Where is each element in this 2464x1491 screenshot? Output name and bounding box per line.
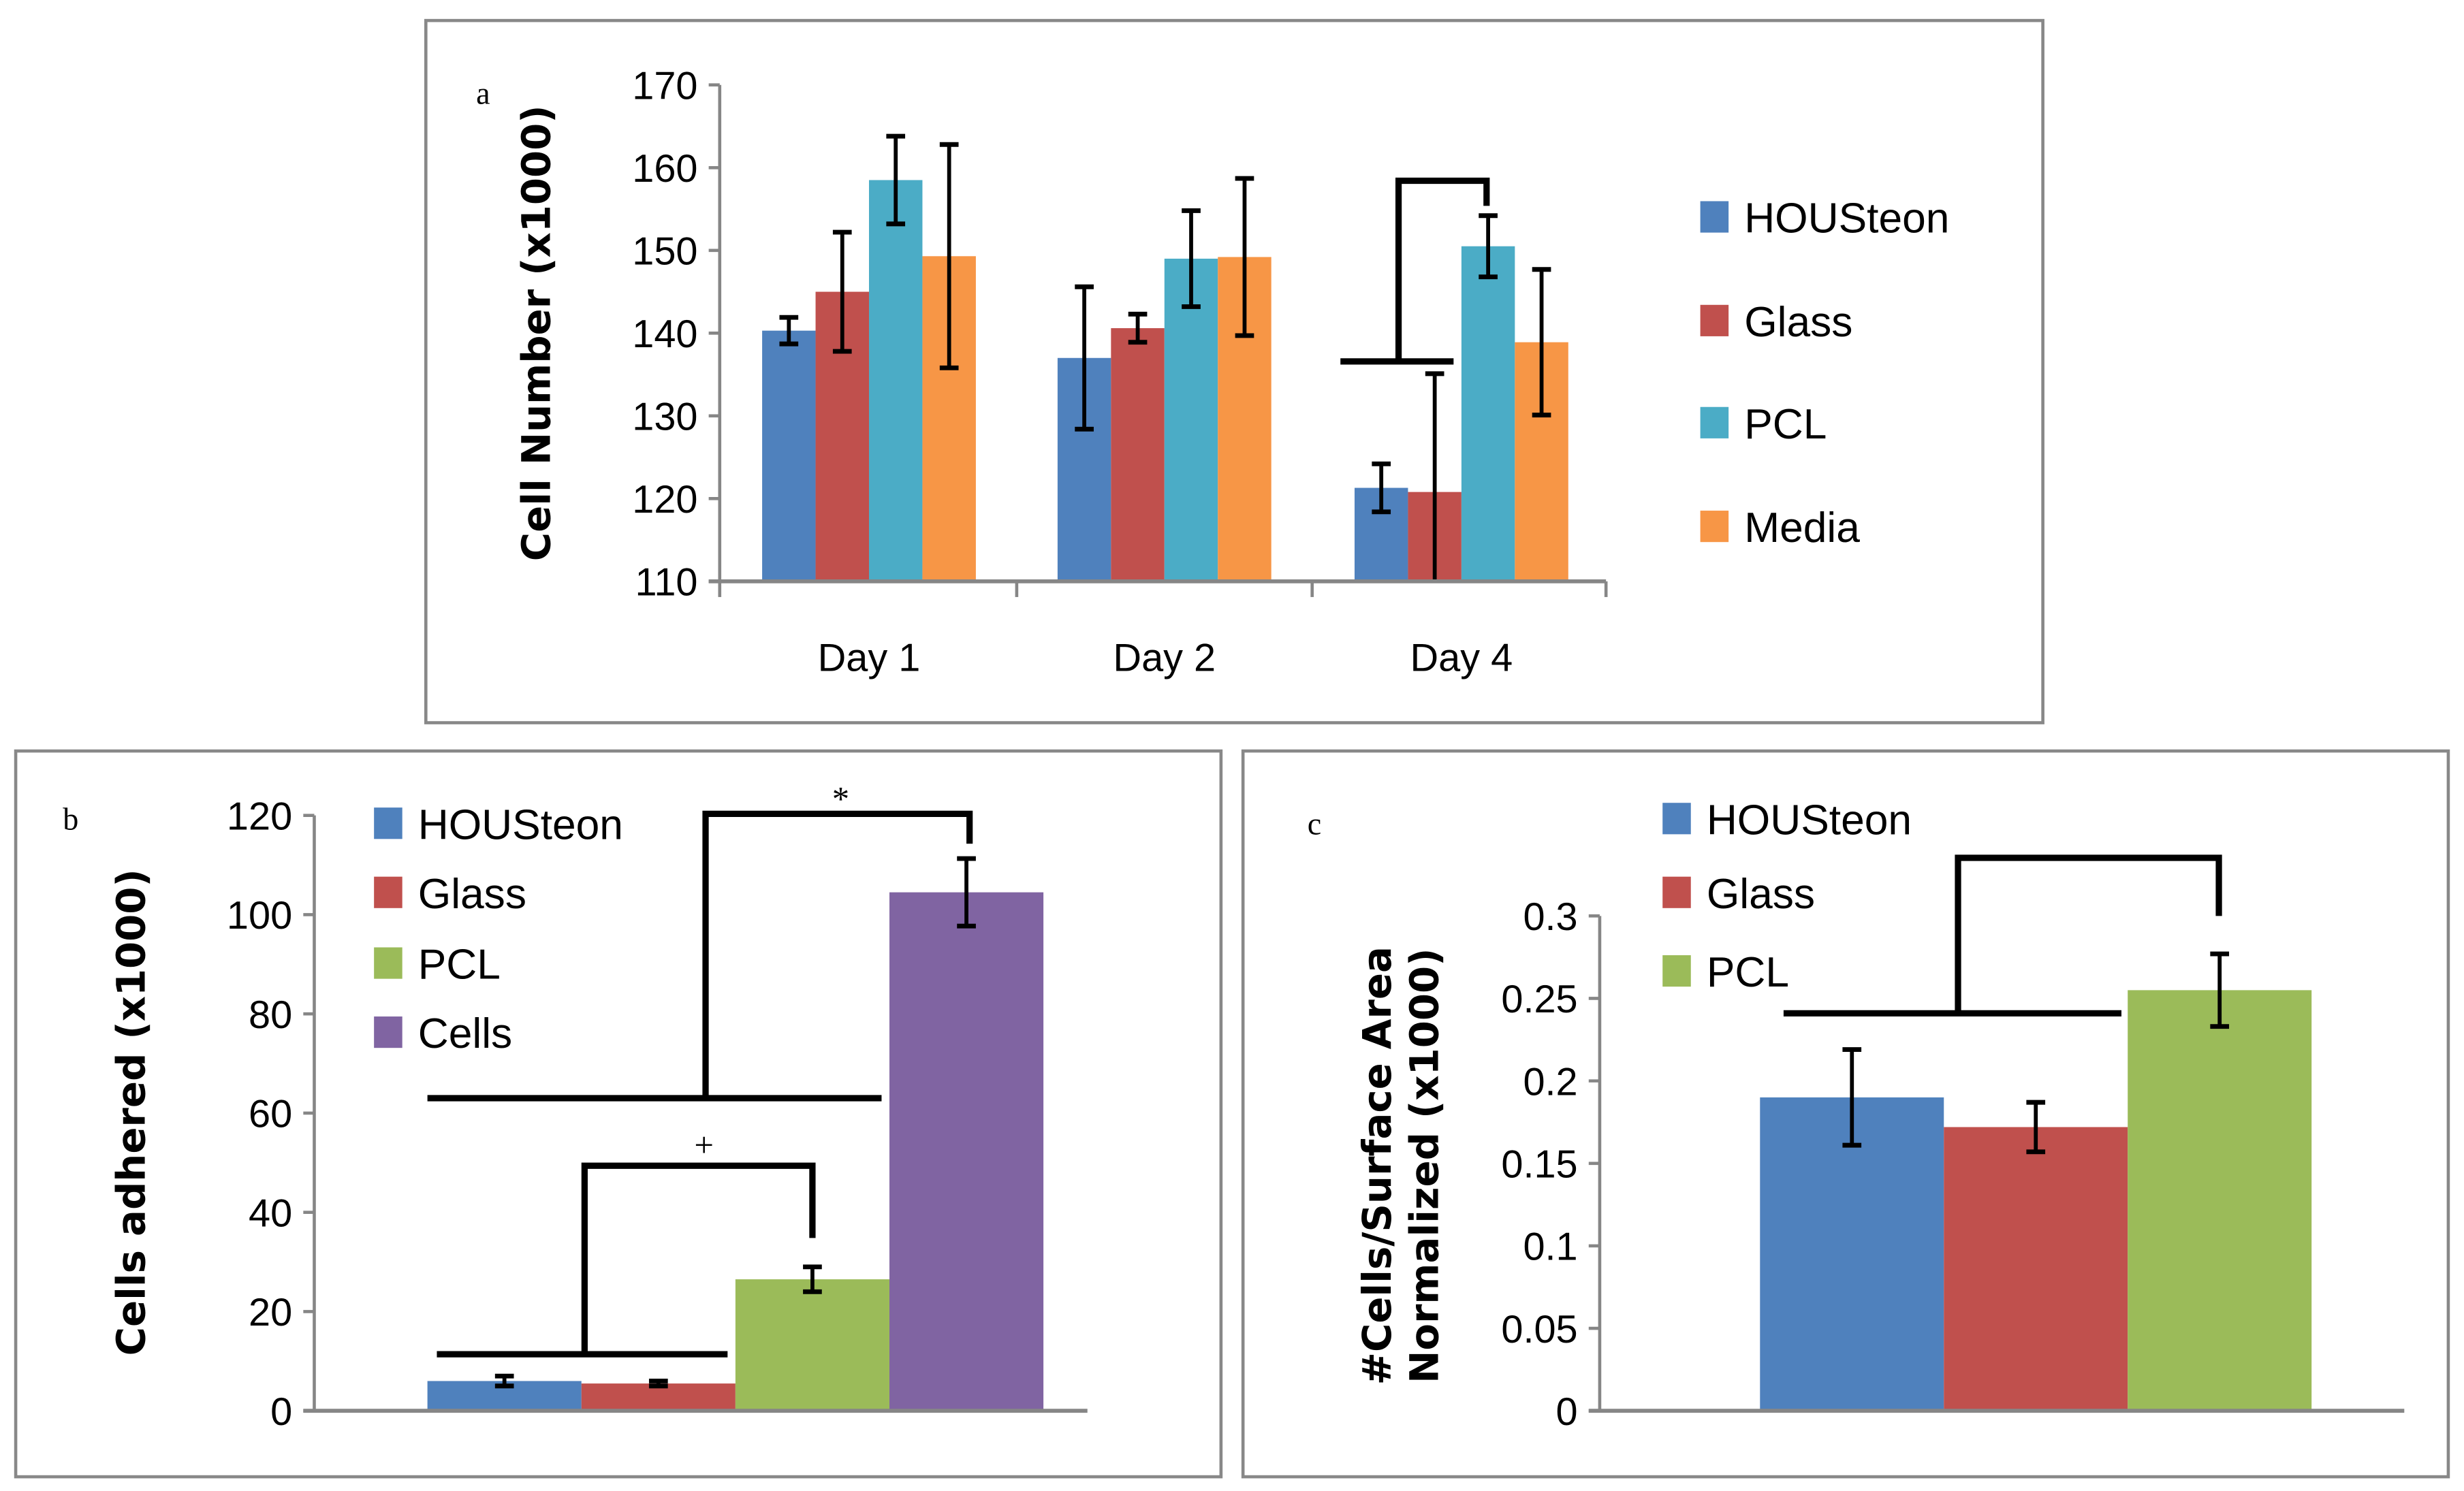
- legend-label-glass: Glass: [1707, 871, 1815, 918]
- x-tick-label: Day 2: [1113, 636, 1216, 679]
- significance-bracket-plus: [581, 1162, 816, 1355]
- y-tick-label: 80: [249, 993, 292, 1037]
- significance-bracket-c: [1955, 854, 2222, 1014]
- y-tick-label: 0.05: [1501, 1308, 1577, 1351]
- legend-label-glass: Glass: [418, 871, 526, 918]
- legend-label-housteon: HOUSteon: [1744, 195, 1949, 242]
- significance-star-b: *: [832, 780, 849, 818]
- bar-pcl-0: [2128, 990, 2312, 1411]
- bar-housteon-0: [762, 330, 816, 581]
- panel-label-c: c: [1308, 806, 1321, 841]
- legend-swatch-glass: [1662, 876, 1691, 908]
- legend-swatch-glass: [374, 876, 402, 908]
- y-tick-label: 0.3: [1523, 895, 1577, 939]
- legend-label-housteon: HOUSteon: [418, 801, 623, 848]
- y-axis-label-a: Cell Number (x1000): [514, 105, 560, 561]
- legend-label-cells: Cells: [418, 1010, 512, 1057]
- legend-swatch-housteon: [1700, 201, 1729, 233]
- legend-swatch-housteon: [374, 807, 402, 839]
- y-tick-label: 110: [635, 561, 698, 605]
- chart-a: 110 120 130 140 150 160 170 Day 1 Day 2 Day 4 HOUS…: [632, 65, 1949, 680]
- panel-label-a: a: [476, 76, 490, 110]
- legend-label-housteon: HOUSteon: [1707, 797, 1912, 844]
- y-tick-label: 170: [632, 65, 697, 108]
- legend-label-media: Media: [1744, 504, 1860, 551]
- y-axis-label-b: Cells adhered (x1000): [108, 869, 154, 1356]
- x-tick-label: Day 4: [1410, 636, 1513, 679]
- significance-bracket-star: [702, 810, 973, 1099]
- bar-pcl-2: [1461, 246, 1515, 581]
- y-tick-label: 160: [632, 147, 697, 191]
- y-tick-label: 100: [227, 894, 292, 937]
- x-tick-label: Day 1: [818, 636, 921, 679]
- y-axis-label-c-line2: Normalized (x1000): [1401, 948, 1447, 1383]
- y-axis-label-c-line1: #Cells/Surface Area: [1354, 946, 1400, 1385]
- y-tick-label: 0.15: [1501, 1143, 1577, 1187]
- legend-swatch-housteon: [1662, 803, 1691, 835]
- y-tick-label: 0.1: [1523, 1225, 1577, 1269]
- legend-swatch-pcl: [374, 947, 402, 979]
- y-tick-label: 40: [249, 1191, 292, 1235]
- y-tick-label: 130: [632, 396, 697, 439]
- y-tick-label: 120: [227, 795, 292, 838]
- bar-glass-0: [1944, 1127, 2128, 1411]
- legend-swatch-media: [1700, 511, 1729, 543]
- significance-plus-b: +: [694, 1125, 714, 1164]
- bar-pcl-0: [735, 1279, 889, 1411]
- y-tick-label: 140: [632, 312, 697, 356]
- y-tick-label: 0.2: [1523, 1060, 1577, 1104]
- legend-label-pcl: PCL: [418, 942, 501, 989]
- y-tick-label: 0: [270, 1390, 292, 1434]
- y-tick-label: 0.25: [1501, 978, 1577, 1021]
- y-tick-label: 120: [632, 478, 697, 522]
- legend-swatch-cells: [374, 1016, 402, 1048]
- bar-glass-1: [1111, 328, 1165, 581]
- y-tick-label: 20: [249, 1291, 292, 1334]
- bar-cells-0: [889, 892, 1044, 1411]
- bar-housteon-0: [1760, 1097, 1944, 1411]
- legend-label-pcl: PCL: [1744, 401, 1827, 448]
- chart-b: 0 20 40 60 80 100 120 HOUSteon Glass PCL Cells: [227, 795, 1088, 1434]
- legend-swatch-pcl: [1662, 955, 1691, 987]
- y-tick-label: 0: [1556, 1390, 1578, 1434]
- legend-swatch-glass: [1700, 304, 1729, 336]
- panel-label-b: b: [63, 801, 78, 836]
- chart-c: 0 0.05 0.1 0.15 0.2 0.25 0.3 HOUSteon Glass PCL: [1501, 797, 2405, 1434]
- bar-pcl-1: [1164, 258, 1218, 581]
- bar-pcl-0: [868, 180, 923, 581]
- legend-label-glass: Glass: [1744, 299, 1852, 346]
- significance-bracket-a: [1395, 177, 1490, 362]
- y-tick-label: 150: [632, 230, 697, 274]
- y-tick-label: 60: [249, 1093, 292, 1136]
- legend-label-pcl: PCL: [1707, 949, 1789, 996]
- legend-swatch-pcl: [1700, 406, 1729, 438]
